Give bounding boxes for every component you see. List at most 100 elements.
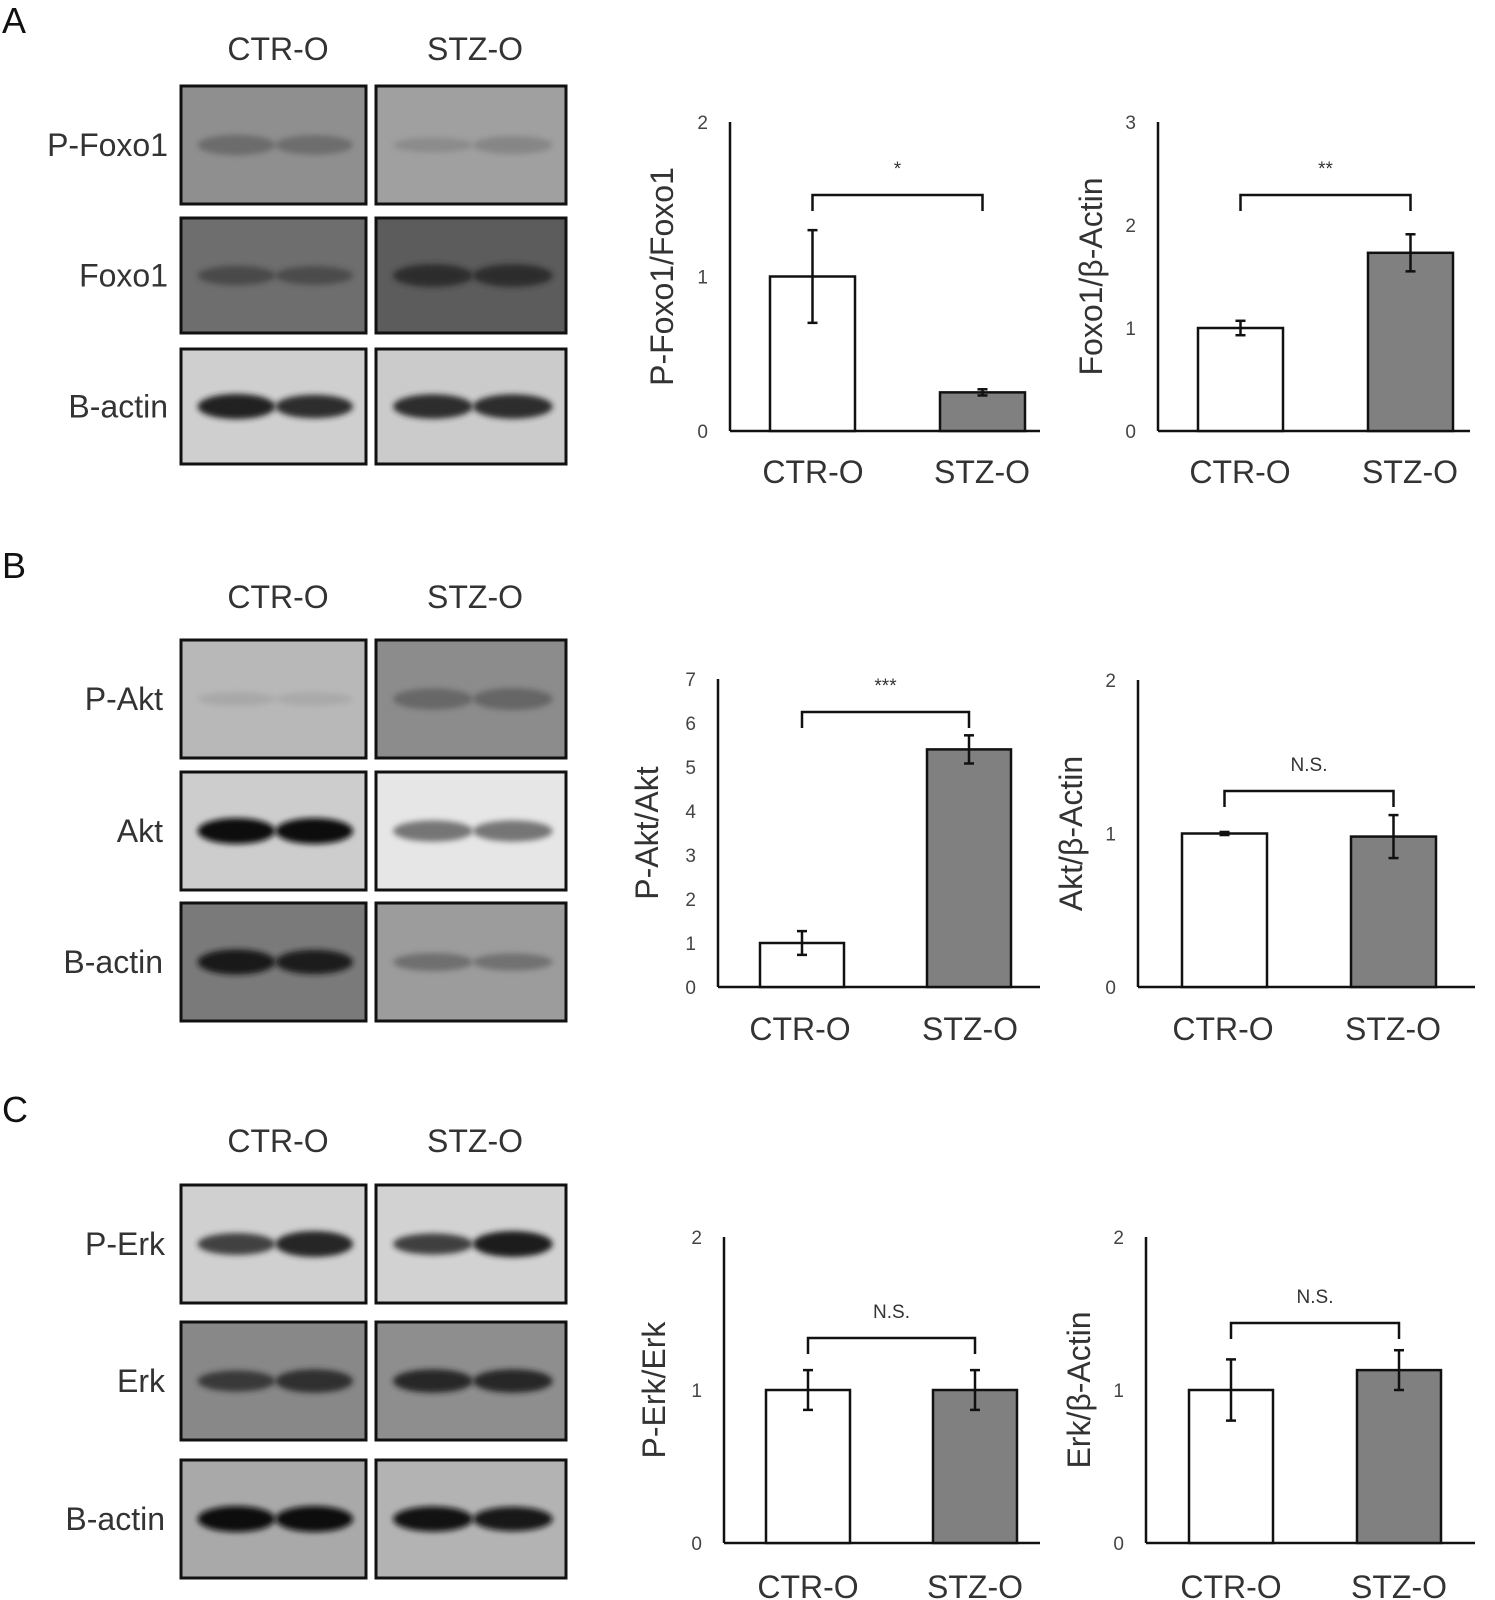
y-tick-label: 0 [1113, 1534, 1124, 1555]
blot-row-label: P-Akt [85, 681, 163, 717]
bracket-line [806, 1336, 977, 1354]
blot-band [197, 692, 276, 706]
blot-band [275, 394, 354, 419]
blot-band [197, 1370, 276, 1392]
blot-row-label: P-Erk [85, 1226, 166, 1262]
significance-bracket: * [811, 159, 984, 211]
blot-band [197, 265, 276, 286]
significance-bracket: N.S. [806, 1302, 977, 1354]
panel-b: B CTR-O STZ-O P-Akt Akt B-actin [2, 545, 568, 1023]
blot-image [179, 901, 368, 1023]
bar [1355, 1368, 1443, 1545]
error-bar [970, 1368, 980, 1412]
blot-band [472, 1231, 553, 1257]
blot-band [197, 1233, 276, 1255]
blot-band [275, 818, 354, 844]
y-tick-label: 0 [685, 978, 696, 999]
bar [925, 748, 1013, 989]
blot-image [374, 1320, 568, 1442]
bracket-line [811, 193, 984, 211]
panel-label: C [2, 1089, 28, 1130]
x-category-label: STZ-O [1351, 1569, 1447, 1600]
panel-c: C CTR-O STZ-O P-Erk Erk B-actin [2, 1089, 568, 1580]
blot-row-label: P-Foxo1 [47, 127, 168, 163]
blot-row-label: Foxo1 [79, 258, 168, 294]
blot-band [393, 264, 473, 287]
error-bar [1394, 1348, 1404, 1392]
blot-image [374, 901, 568, 1023]
blot-band [393, 394, 473, 419]
blot-image [374, 347, 568, 466]
y-tick-label: 1 [691, 1381, 702, 1402]
y-axis-label: P-Foxo1/Foxo1 [644, 167, 680, 386]
x-category-label: CTR-O [757, 1569, 858, 1600]
error-bar [807, 228, 818, 325]
bracket-line [1223, 789, 1395, 807]
y-tick-label: 1 [1105, 825, 1116, 846]
x-category-label: STZ-O [927, 1569, 1023, 1600]
x-category-label: CTR-O [1189, 454, 1290, 490]
x-category-label: STZ-O [922, 1011, 1018, 1047]
significance-label: N.S. [1297, 1287, 1334, 1308]
y-tick-label: 0 [691, 1534, 702, 1555]
error-bar [1235, 319, 1246, 337]
blot-band [393, 688, 473, 710]
blot-row-label: Akt [117, 813, 163, 849]
blot-image [179, 1320, 368, 1442]
blot-band [275, 135, 354, 155]
blot-band [393, 1369, 473, 1393]
bracket-line [1229, 1321, 1401, 1339]
blot-image [374, 1183, 568, 1305]
blot-image [179, 638, 368, 760]
blot-band [275, 692, 354, 706]
blot-row-label: B-actin [68, 389, 168, 425]
blot-band [472, 264, 553, 287]
y-tick-label: 1 [697, 268, 708, 289]
y-tick-label: 5 [685, 758, 696, 779]
y-axis-label: Akt/β-Actin [1053, 756, 1089, 911]
y-axis-label: P-Akt/Akt [629, 766, 665, 899]
blot-image [374, 216, 568, 335]
lane-group-header: STZ-O [427, 1123, 523, 1159]
bar [1366, 251, 1455, 433]
blot-image [374, 84, 568, 206]
bar-chart: 0 1 2 P-Foxo1/Foxo1 CTR-O STZ-O * [644, 113, 1040, 490]
blot-image [179, 770, 368, 892]
lane-group-header: STZ-O [427, 31, 523, 67]
blot-band [393, 1506, 473, 1532]
lane-group-header: STZ-O [427, 579, 523, 615]
y-tick-label: 2 [1105, 671, 1116, 692]
blot-band [197, 134, 276, 156]
blot-image [179, 347, 368, 466]
x-category-label: CTR-O [1172, 1011, 1273, 1047]
blot-band [393, 137, 473, 153]
bar-chart: 0 1 2 Erk/β-Actin CTR-O STZ-O N.S. [1061, 1228, 1475, 1600]
x-category-label: STZ-O [934, 454, 1030, 490]
bar-chart: 0 1 2 3 4 5 6 7 P-Akt/Akt CTR-O STZ-O *** [629, 670, 1040, 1047]
significance-bracket: N.S. [1223, 755, 1395, 807]
y-axis-label: Erk/β-Actin [1061, 1311, 1097, 1468]
blot-band [197, 949, 276, 975]
blot-image [374, 770, 568, 892]
error-bar [1405, 233, 1416, 273]
bar-chart: 0 1 2 P-Erk/Erk CTR-O STZ-O N.S. [636, 1228, 1040, 1600]
blot-image [374, 638, 568, 760]
blot-band [393, 953, 473, 971]
blot-band [197, 393, 276, 420]
y-tick-label: 0 [697, 422, 708, 443]
blot-row-label: Erk [117, 1363, 166, 1399]
error-bar [964, 734, 974, 765]
significance-label: N.S. [1291, 755, 1328, 776]
y-tick-label: 0 [1125, 422, 1136, 443]
y-axis-label: P-Erk/Erk [636, 1321, 672, 1459]
significance-label: ** [1318, 159, 1333, 180]
panel-label: B [2, 545, 26, 586]
blot-band [472, 394, 553, 419]
blot-band [275, 1231, 354, 1257]
y-tick-label: 2 [685, 890, 696, 911]
y-tick-label: 1 [1113, 1381, 1124, 1402]
y-tick-label: 2 [697, 113, 708, 134]
significance-bracket: ** [1239, 159, 1412, 211]
blot-band [275, 1369, 354, 1393]
